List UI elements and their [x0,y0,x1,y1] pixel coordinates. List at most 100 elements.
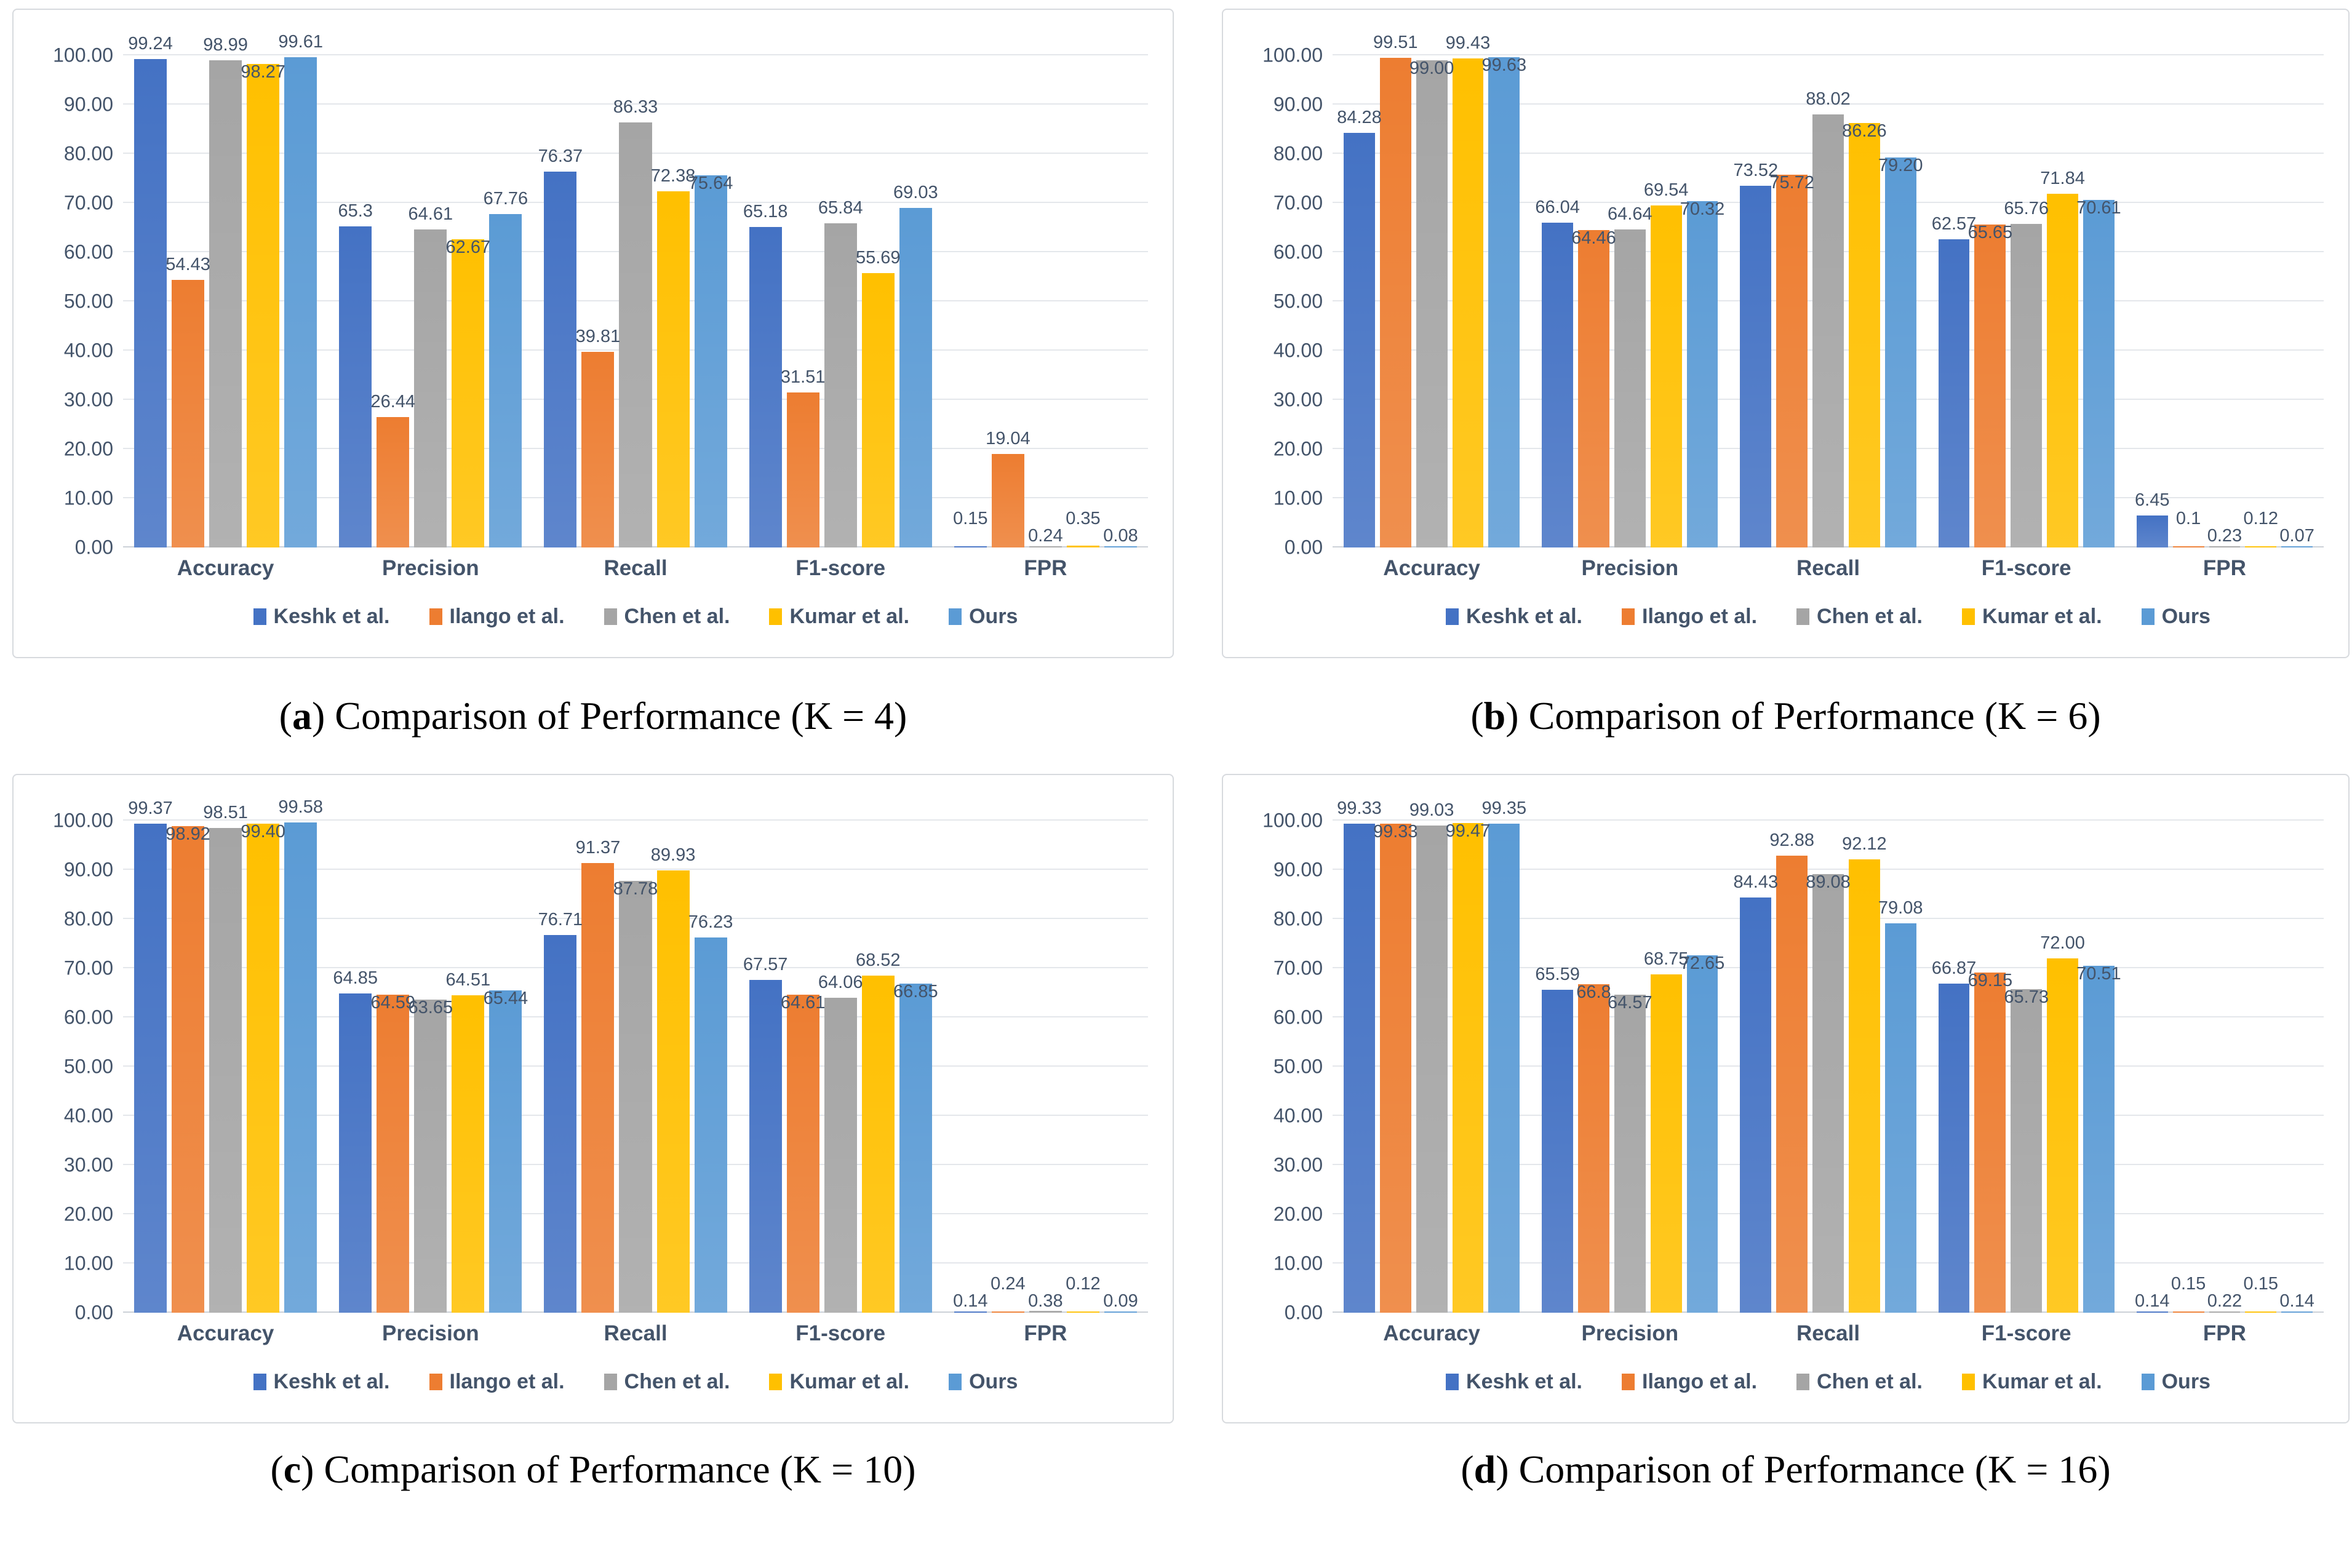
bar-kumar-recall [1848,122,1880,547]
bar-slot: 99.40 [241,821,285,1313]
bar-kumar-f1-score [861,273,895,547]
bar-value-label: 0.14 [2135,1291,2170,1311]
bar-slot: 64.64 [1608,55,1652,547]
bar-group-precision: 65.59 66.8 64.57 68.75 72.65 [1531,821,1729,1313]
legend-label: Ours [2161,604,2210,628]
category-label-fpr: FPR [1024,556,1067,580]
bar-ilango-precision [377,417,410,547]
bar-value-label: 76.23 [688,912,733,933]
bar-slot: 0.12 [1066,821,1101,1313]
bar-group-f1-score: 66.87 69.15 65.73 72.00 70.51 [1927,821,2126,1313]
bar-value-label: 0.38 [1028,1291,1063,1311]
bar-group-recall: 73.52 75.72 88.02 86.26 79.20 [1729,55,1927,547]
bar-chen-precision [414,999,447,1313]
bar-value-label: 66.8 [1576,982,1611,1002]
y-axis-tick-label: 30.00 [1273,1153,1323,1176]
bar-slot: 65.18 [743,55,787,547]
bar-keshk-precision [339,226,372,547]
bar-chen-f1-score [2011,223,2043,547]
bar-ilango-accuracy [172,826,205,1313]
bar-slot: 98.99 [203,35,248,547]
bar-groups: 99.33 99.33 99.03 99.47 99.35 65.59 66.8 64.57 6… [1333,798,2324,1313]
bar-ours-fpr [2281,1311,2313,1313]
bar-slot: 87.78 [613,821,658,1313]
bar-ours-precision [489,990,522,1313]
bar-value-label: 0.22 [2207,1291,2242,1311]
legend-item-kumar: Kumar et al. [769,605,909,629]
bar-slot: 70.61 [2076,55,2121,547]
caption-paren: ) [301,1447,314,1491]
y-axis-tick-label: 40.00 [1273,339,1323,362]
bar-slot: 0.24 [991,821,1026,1313]
bar-slot: 99.61 [278,32,323,547]
y-axis-tick-label: 50.00 [63,1055,113,1078]
y-axis-tick-label: 90.00 [1273,858,1323,881]
bar-slot: 65.65 [1968,55,2012,547]
bar-slot: 69.15 [1968,821,2012,1313]
bar-slot: 62.67 [446,55,490,547]
x-axis: Accuracy Precision Recall F1-score FPR [1333,1313,2324,1351]
bar-slot: 63.65 [409,821,453,1313]
bar-keshk-recall [544,935,577,1313]
legend-item-keshk: Keshk et al. [1446,605,1582,629]
chart-body: 0.00 10.00 20.00 30.00 40.00 50.00 60.00 70.00 8… [1240,26,2324,647]
legend-label: Chen et al. [624,1369,730,1393]
bar-kumar-accuracy [247,63,280,547]
bar-chen-f1-score [2011,989,2043,1313]
bar-keshk-f1-score [1938,984,1970,1313]
bar-group-fpr: 6.45 0.1 0.23 0.12 0.07 [2126,55,2324,547]
gridline [123,54,1148,55]
bar-value-label: 55.69 [855,248,901,268]
bar-group-recall: 76.37 39.81 86.33 72.38 75.64 [533,55,738,547]
bar-ours-precision [489,213,522,547]
bar-ours-accuracy [1488,57,1520,547]
bar-value-label: 99.33 [1337,798,1382,819]
bar-value-label: 26.44 [370,392,416,412]
bar-ours-recall [694,937,727,1313]
bar-value-label: 0.12 [1066,1274,1101,1294]
legend-swatch [253,608,266,625]
bar-slot: 0.14 [2135,821,2170,1313]
bar-value-label: 67.57 [743,955,788,975]
bar-keshk-fpr [954,546,987,547]
bar-kumar-f1-score [861,975,895,1313]
bar-group-f1-score: 67.57 64.61 64.06 68.52 66.85 [738,821,943,1313]
bar-slot: 65.3 [338,55,373,547]
bar-slot: 66.87 [1932,821,1976,1313]
legend-swatch [253,1373,266,1390]
bar-slot: 70.32 [1680,55,1724,547]
bar-value-label: 0.24 [1028,526,1063,546]
legend: Keshk et al. Ilango et al. Chen et al. Kuma… [1333,586,2324,647]
bar-slot: 0.14 [953,821,988,1313]
bar-slot: 89.08 [1806,821,1851,1313]
caption-paren: ) [1496,1447,1509,1491]
caption-paren: ( [279,694,292,738]
bar-chen-accuracy [1416,825,1448,1313]
bar-slot: 0.38 [1028,821,1063,1313]
bar-keshk-fpr [2136,1311,2168,1313]
bar-kumar-recall [656,191,690,547]
bar-chen-fpr [1029,546,1062,547]
bar-value-label: 0.12 [2243,509,2278,528]
bar-slot: 88.02 [1806,55,1851,547]
legend-swatch [1446,608,1459,625]
bottom-chart-row: 0.00 10.00 20.00 30.00 40.00 50.00 60.00 70.00 8… [12,774,2352,1423]
bar-value-label: 65.18 [743,201,788,221]
legend-label: Keshk et al. [1466,604,1582,628]
bar-ours-precision [1686,955,1718,1313]
bar-value-label: 65.73 [2004,987,2049,1008]
bar-slot: 0.12 [2243,55,2278,547]
bar-group-accuracy: 99.37 98.92 98.51 99.40 99.58 [123,797,328,1313]
bar-value-label: 70.32 [1680,199,1725,220]
bar-group-recall: 76.71 91.37 87.78 89.93 76.23 [533,821,738,1313]
bar-value-label: 98.51 [203,802,248,822]
caption-letter: c [283,1447,301,1491]
bar-value-label: 62.67 [445,237,491,257]
bar-chen-accuracy [1416,60,1448,547]
chart-panel-d: 0.00 10.00 20.00 30.00 40.00 50.00 60.00 70.00 8… [1222,774,2350,1423]
legend-item-keshk: Keshk et al. [253,1370,390,1394]
gridline [123,819,1148,821]
legend-item-ilango: Ilango et al. [429,605,565,629]
bar-slot: 0.07 [2279,55,2314,547]
bar-slot: 64.61 [781,821,825,1313]
